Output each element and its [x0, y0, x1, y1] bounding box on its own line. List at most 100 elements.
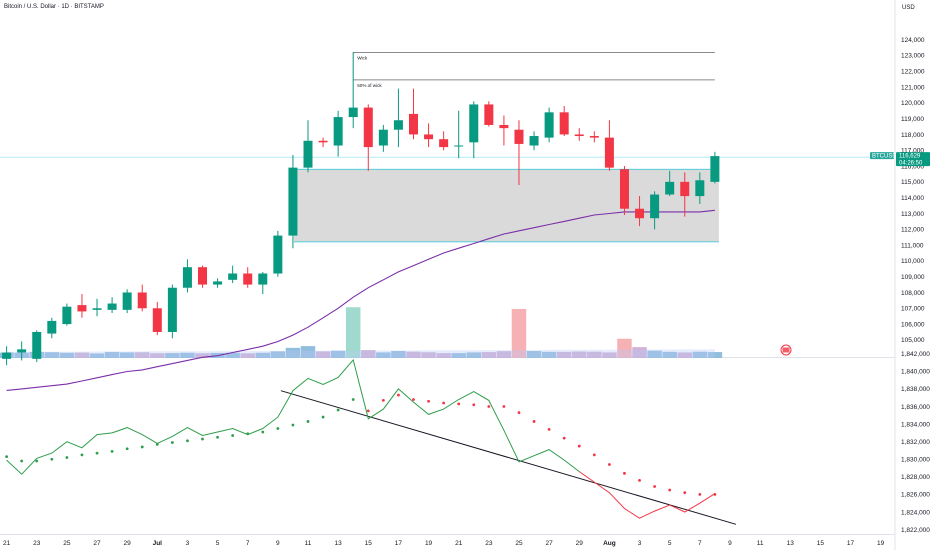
candle-body [77, 305, 87, 312]
time-tick-label: 21 [3, 540, 11, 547]
candle-body [710, 156, 720, 182]
volume-bar [662, 351, 677, 358]
volume-bar [376, 352, 391, 358]
volume-bar [180, 352, 195, 358]
candle-body [650, 194, 660, 219]
price-tick-label: 110,000 [901, 258, 924, 265]
volume-bar [451, 353, 466, 358]
indicator-tick-label: 1,828,000 [901, 474, 930, 481]
time-tick-label: 9 [276, 540, 280, 547]
time-tick-label: 13 [335, 540, 343, 547]
indicator-dot [638, 478, 641, 482]
time-tick-label: 3 [638, 540, 642, 547]
volume-bar [285, 347, 301, 358]
volume-bar [677, 352, 692, 358]
indicator-tick-label: 1,826,000 [901, 492, 930, 499]
time-tick-label: 15 [817, 540, 825, 547]
candle-body [378, 129, 388, 146]
candle-body [619, 169, 629, 209]
candle-body [499, 124, 509, 129]
candle-body [273, 235, 283, 274]
indicator-dot [683, 491, 687, 495]
zone-fill [293, 169, 719, 242]
indicator-dot [201, 437, 204, 441]
candle-body [484, 104, 494, 125]
candle-body [198, 267, 208, 285]
indicator-tick-label: 1,840,000 [901, 369, 930, 376]
candle-body [2, 352, 12, 359]
ma-line [6, 209, 715, 391]
volume-bar [647, 350, 662, 358]
volume-bar [526, 351, 542, 358]
price-tick-label: 117,000 [901, 148, 924, 155]
indicator-dot [351, 398, 355, 401]
volume-bar [602, 352, 617, 358]
volume-bar [89, 353, 105, 358]
volume-bar [104, 351, 120, 358]
indicator-dot [517, 411, 521, 415]
candle-body [393, 120, 403, 130]
indicator-dot [608, 463, 611, 466]
indicator-dot [35, 459, 39, 463]
indicator-dot [140, 445, 144, 449]
candle-body [288, 167, 298, 236]
candle-body [635, 208, 645, 219]
candle-body [408, 113, 418, 135]
price-tick-label: 109,000 [901, 274, 925, 281]
time-tick-label: Aug [603, 540, 616, 547]
time-tick-label: 23 [33, 540, 41, 547]
indicator-tick-label: 1,838,000 [901, 386, 930, 393]
price-tick-label: 116,000 [901, 163, 924, 170]
indicator-dot [457, 402, 461, 406]
indicator-dot [472, 403, 476, 407]
symbol-tag: BTCUSD [872, 154, 897, 160]
chart-title: Bitcoin / U.S. Dollar · 1D · BITSTAMP [4, 4, 104, 10]
price-tick-label: 106,000 [901, 321, 925, 328]
indicator-dot [442, 401, 446, 405]
price-tick-label: 112,000 [901, 227, 924, 234]
time-tick-label: 11 [305, 540, 312, 547]
candle-body [424, 134, 434, 140]
indicator-dot [186, 439, 189, 443]
candle-body [439, 139, 449, 148]
candle-body [258, 273, 268, 285]
candle-body [695, 180, 705, 197]
price-tick-label: 105,000 [901, 337, 925, 344]
indicator-dot [276, 427, 280, 430]
candle-body [559, 112, 569, 135]
volume-bar [240, 353, 255, 358]
price-tick-label: 118,000 [901, 132, 924, 139]
indicator-dot [5, 455, 8, 459]
indicator-dot [592, 453, 596, 457]
price-axis: 124,000 123,000 122,000 121,000 120,000 119,0… [901, 37, 925, 344]
indicator-dot [125, 447, 129, 451]
indicator-dot [381, 398, 385, 402]
candle-body [529, 136, 539, 146]
volume-bar [44, 352, 60, 358]
volume-bar [255, 352, 271, 358]
indicator-dot [20, 459, 24, 463]
volume-bar [119, 352, 135, 358]
time-tick-label: Jul [153, 540, 163, 547]
wick-label: Wick [357, 55, 368, 60]
time-tick-label: 3 [186, 540, 190, 547]
candle-body [680, 181, 690, 197]
indicator-dot [50, 457, 54, 461]
candle-body [604, 137, 614, 168]
volume-bar [481, 352, 497, 358]
volume-bar [692, 351, 708, 358]
volume-bar [632, 347, 647, 358]
volume-bar [511, 309, 527, 358]
indicator-dot [306, 420, 310, 423]
indicator-tick-label: 1,824,000 [901, 509, 930, 516]
price-tick-label: 111,000 [901, 242, 924, 249]
indicator-dot [65, 456, 69, 459]
indicator-dot [412, 398, 415, 401]
candle-body [454, 145, 464, 147]
time-tick-label: 5 [668, 540, 672, 547]
time-tick-label: 25 [63, 540, 71, 547]
price-tick-label: 115,000 [901, 179, 924, 186]
indicator-axis: 1,842,000 1,840,000 1,838,000 1,836,000 1,83… [901, 351, 930, 534]
moving-average [6, 209, 715, 391]
